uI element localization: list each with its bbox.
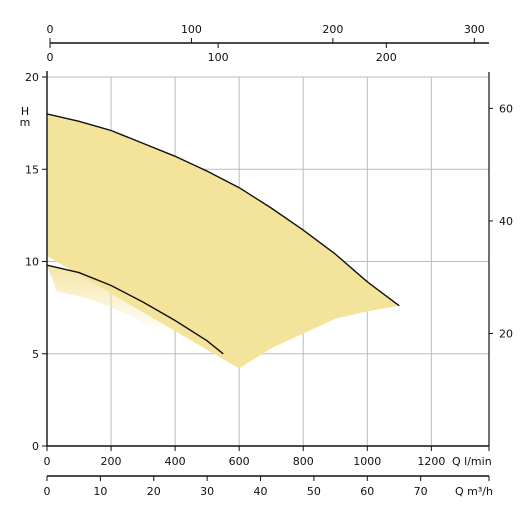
xb-axis-label: Q m³/h <box>455 485 493 498</box>
xt2-tick-label-2: 200 <box>376 51 397 64</box>
x-tick-label-6: 1200 <box>417 455 445 468</box>
y-tick-label-1: 5 <box>32 348 39 361</box>
x-tick-label-5: 1000 <box>353 455 381 468</box>
xb-tick-label-1: 10 <box>93 485 107 498</box>
xb-tick-label-5: 50 <box>307 485 321 498</box>
xb-tick-label-7: 70 <box>414 485 428 498</box>
y-tick-label-4: 20 <box>25 71 39 84</box>
x-tick-label-3: 600 <box>229 455 250 468</box>
y-axis-label-unit: m <box>20 116 31 129</box>
x-tick-label-4: 800 <box>293 455 314 468</box>
x-axis-label: Q l/min <box>452 455 492 468</box>
xt1-tick-label-0: 0 <box>47 23 54 36</box>
grid-lines <box>47 76 489 446</box>
y-tick-label-2: 10 <box>25 256 39 269</box>
ry-tick-label-0: 20 <box>499 327 513 340</box>
ry-tick-label-2: 60 <box>499 102 513 115</box>
y-axis-label-symbol: H <box>21 105 29 118</box>
min-curve <box>46 264 224 355</box>
xt2-tick-label-0: 0 <box>47 51 54 64</box>
xt2-tick-label-1: 100 <box>208 51 229 64</box>
x-tick-label-1: 200 <box>101 455 122 468</box>
xt1-tick-label-2: 200 <box>322 23 343 36</box>
xb-tick-label-2: 20 <box>147 485 161 498</box>
region-fade <box>47 265 234 380</box>
max-curve <box>46 113 400 307</box>
xt1-tick-label-1: 100 <box>181 23 202 36</box>
xb-tick-label-6: 60 <box>360 485 374 498</box>
operating-region-layer <box>47 113 400 380</box>
axes-layer <box>42 38 493 481</box>
x-tick-label-0: 0 <box>44 455 51 468</box>
ry-tick-label-1: 40 <box>499 215 513 228</box>
xt1-tick-label-3: 300 <box>464 23 485 36</box>
y-tick-label-3: 15 <box>25 163 39 176</box>
xb-tick-label-4: 40 <box>254 485 268 498</box>
xb-tick-label-3: 30 <box>200 485 214 498</box>
operating-region <box>47 113 400 369</box>
xb-tick-label-0: 0 <box>44 485 51 498</box>
curves-layer <box>46 113 400 355</box>
x-tick-label-2: 400 <box>165 455 186 468</box>
y-tick-label-0: 0 <box>32 440 39 453</box>
